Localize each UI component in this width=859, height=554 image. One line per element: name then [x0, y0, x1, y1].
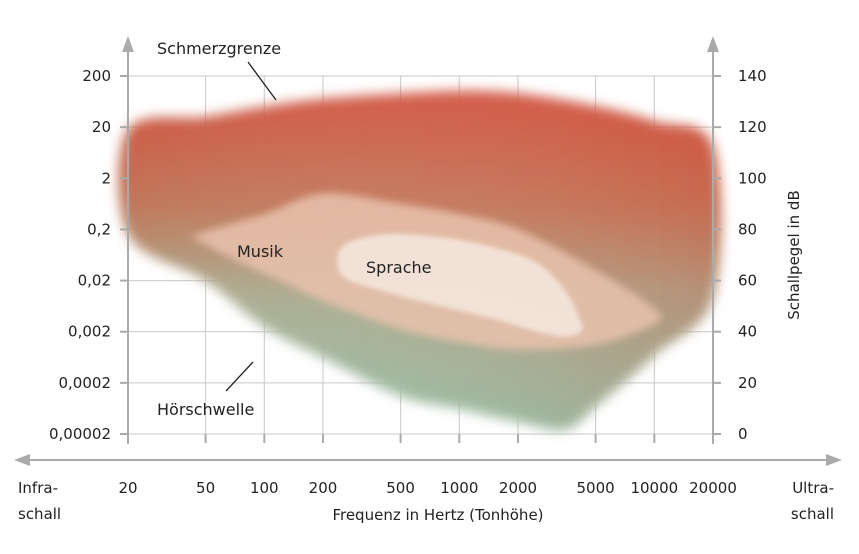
y-right-tick-label: 60	[738, 272, 757, 290]
y-right-tick-label: 20	[738, 374, 757, 392]
musik-label: Musik	[237, 242, 284, 261]
y-left-tick-label: 0,2	[87, 220, 111, 238]
y-left-tick-label: 200	[82, 67, 111, 85]
x-tick-label: 500	[386, 479, 415, 497]
x-tick-label: 200	[309, 479, 338, 497]
y-left-tick-label: 20	[92, 118, 111, 136]
axes	[14, 36, 842, 466]
regions	[118, 91, 721, 430]
y-right-axis-arrow	[707, 36, 719, 52]
x-tick-label: 10000	[630, 479, 678, 497]
infraschall-label: Infra-schall	[18, 479, 61, 523]
x-tick-label: 20	[118, 479, 137, 497]
sprache-label: Sprache	[366, 258, 431, 277]
x-axis-arrow-right	[826, 454, 842, 466]
y-left-tick-label: 0,00002	[49, 425, 111, 443]
x-tick-label: 50	[196, 479, 215, 497]
y-right-tick-label: 0	[738, 425, 748, 443]
schmerzgrenze-label: Schmerzgrenze	[157, 39, 281, 58]
ultraschall-label: Ultra-schall	[791, 479, 834, 523]
x-axis-arrow-left	[14, 454, 30, 466]
schmerzgrenze-pointer	[247, 61, 277, 101]
y-left-axis-arrow	[122, 36, 134, 52]
y-left-tick-label: 0,0002	[59, 374, 112, 392]
y-left-tick-label: 0,02	[78, 272, 111, 290]
y-right-tick-label: 80	[738, 220, 757, 238]
x-tick-label: 5000	[577, 479, 615, 497]
y-axis-title-right: Schallpegel in dB	[785, 190, 803, 320]
y-left-tick-label: 0,002	[68, 323, 111, 341]
y-right-tick-label: 40	[738, 323, 757, 341]
x-tick-label: 1000	[440, 479, 478, 497]
y-right-tick-label: 100	[738, 169, 767, 187]
y-left-tick-label: 2	[101, 169, 111, 187]
x-tick-label: 20000	[689, 479, 737, 497]
y-right-tick-label: 120	[738, 118, 767, 136]
y-right-tick-label: 140	[738, 67, 767, 85]
x-tick-label: 100	[250, 479, 279, 497]
hoerschwelle-pointer	[225, 361, 254, 392]
speech-area	[336, 233, 583, 337]
hoerschwelle-label: Hörschwelle	[157, 400, 254, 419]
x-tick-label: 2000	[499, 479, 537, 497]
x-axis-title: Frequenz in Hertz (Tonhöhe)	[332, 506, 543, 524]
